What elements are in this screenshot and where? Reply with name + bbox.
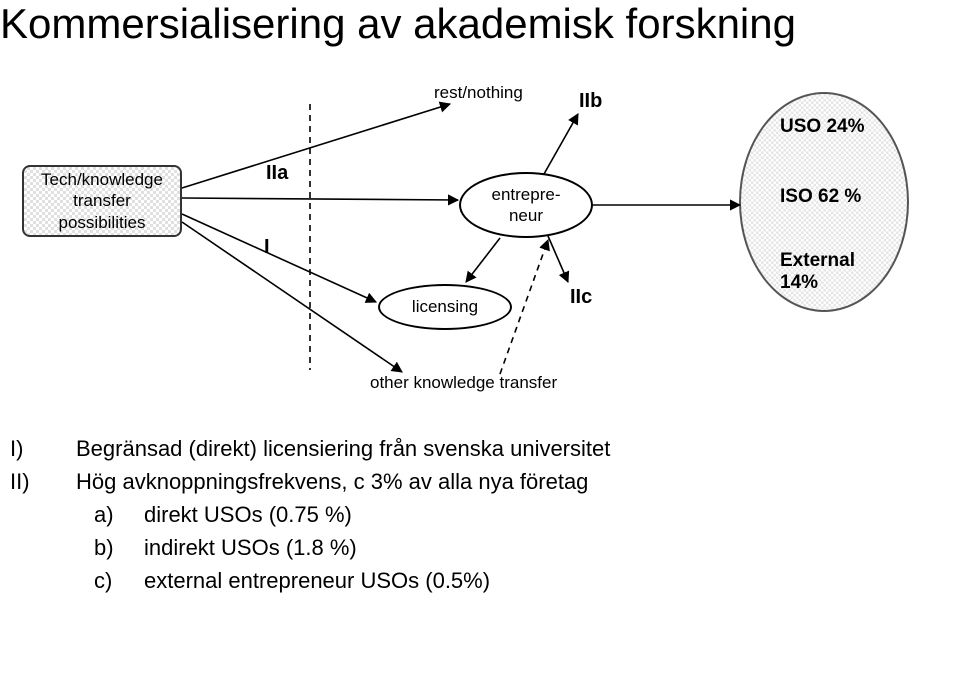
label-IIc: IIc	[570, 286, 592, 309]
label-IIb: IIb	[579, 90, 602, 113]
node-entrepreneur: entrepre-neur	[459, 172, 593, 238]
label-IIa: IIa	[266, 162, 288, 185]
list-item-2: II) Hög avknoppningsfrekvens, c 3% av al…	[10, 465, 950, 498]
results-line-1: ISO 62 %	[780, 186, 861, 208]
results-line-0: USO 24%	[780, 116, 864, 138]
label-other: other knowledge transfer	[370, 373, 557, 393]
list-item-1: I) Begränsad (direkt) licensiering från …	[10, 432, 950, 465]
list-subitem-c: c) external entrepreneur USOs (0.5%)	[94, 564, 950, 597]
label-I: I	[264, 236, 270, 259]
label-rest: rest/nothing	[434, 83, 523, 103]
node-licensing-label: licensing	[412, 296, 478, 317]
diagram-area: Tech/knowledgetransferpossibilities rest…	[0, 60, 960, 420]
list-subitem-b: b) indirekt USOs (1.8 %)	[94, 531, 950, 564]
node-entrepreneur-label: entrepre-neur	[492, 184, 561, 227]
list-area: I) Begränsad (direkt) licensiering från …	[10, 432, 950, 597]
node-tech: Tech/knowledgetransferpossibilities	[22, 165, 182, 237]
slide: Kommersialisering av akademisk forskning…	[0, 0, 960, 699]
page-title: Kommersialisering av akademisk forskning	[0, 0, 960, 48]
results-line-2: External14%	[780, 250, 855, 294]
node-licensing: licensing	[378, 284, 512, 330]
list-subitem-a: a) direkt USOs (0.75 %)	[94, 498, 950, 531]
node-tech-label: Tech/knowledgetransferpossibilities	[41, 169, 163, 233]
